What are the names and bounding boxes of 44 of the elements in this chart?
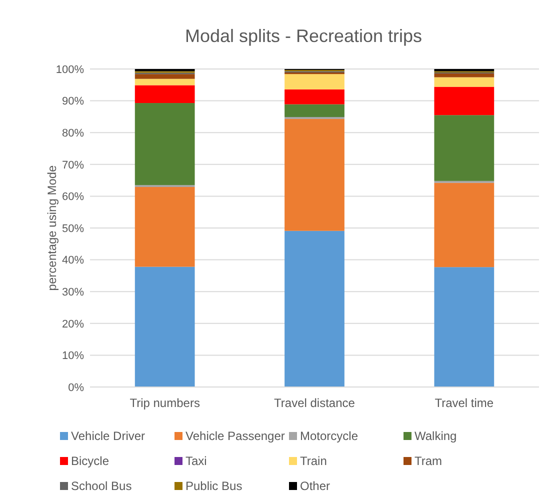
bar — [434, 267, 494, 387]
legend-label: Other — [300, 479, 330, 494]
bar — [434, 86, 494, 116]
bar — [134, 103, 195, 186]
bar — [134, 74, 195, 79]
bar — [284, 74, 344, 90]
y-tick-label: 100% — [56, 64, 84, 76]
y-tick-label: 0% — [68, 382, 84, 394]
y-tick-label: 30% — [62, 286, 84, 298]
legend-label: Motorcycle — [300, 429, 358, 444]
x-tick-label: Travel distance — [274, 396, 356, 410]
y-tick-label: 10% — [62, 350, 84, 362]
bar — [434, 73, 494, 78]
chart-title: Modal splits - Recreation trips — [184, 26, 422, 46]
bar — [284, 104, 344, 118]
y-tick-label: 90% — [62, 96, 84, 108]
legend-label: Walking — [414, 429, 457, 444]
legend-label: Vehicle Passenger — [186, 429, 285, 444]
bar — [134, 78, 195, 86]
legend-label: Train — [300, 454, 327, 468]
y-tick-label: 20% — [62, 318, 84, 330]
legend-label: Public Bus — [186, 479, 242, 494]
y-tick-label: 70% — [62, 159, 84, 172]
y-tick-label: 80% — [62, 127, 84, 140]
bar — [134, 186, 195, 267]
bar — [284, 118, 344, 231]
bar — [284, 89, 344, 104]
y-tick-label: 40% — [62, 254, 84, 267]
bar — [134, 266, 195, 387]
bar — [134, 85, 195, 104]
bar — [434, 182, 494, 268]
legend-label: School Bus — [71, 479, 132, 494]
bar — [434, 115, 494, 181]
legend-label: Tram — [414, 454, 442, 468]
legend-label: Taxi — [186, 454, 207, 468]
x-tick-label: Travel time — [434, 396, 494, 410]
bar — [434, 77, 494, 87]
legend-label: Vehicle Driver — [71, 429, 146, 444]
x-tick-label: Trip numbers — [130, 396, 200, 410]
y-tick-label: 50% — [62, 222, 84, 235]
y-axis-title: percentage using Mode — [45, 164, 59, 291]
y-tick-label: 60% — [62, 191, 84, 204]
bar — [284, 230, 344, 387]
legend-label: Bicycle — [71, 454, 110, 468]
